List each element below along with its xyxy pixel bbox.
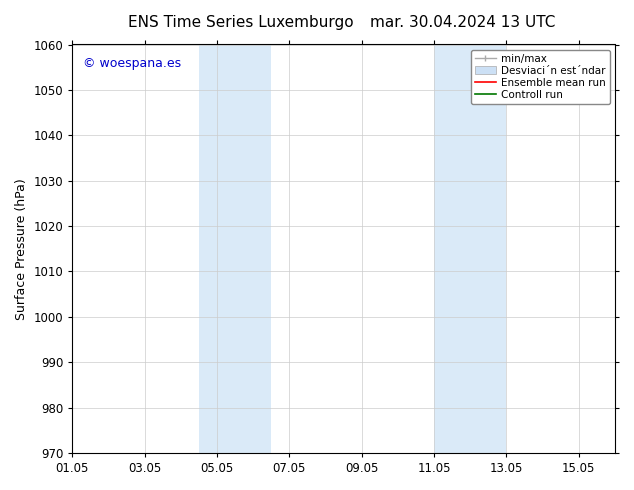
Y-axis label: Surface Pressure (hPa): Surface Pressure (hPa): [15, 178, 28, 319]
Bar: [199, 45, 271, 453]
Legend: min/max, Desviaci´n est´ndar, Ensemble mean run, Controll run: min/max, Desviaci´n est´ndar, Ensemble m…: [470, 49, 610, 104]
Bar: [434, 45, 507, 453]
Text: © woespana.es: © woespana.es: [83, 57, 181, 70]
Text: mar. 30.04.2024 13 UTC: mar. 30.04.2024 13 UTC: [370, 15, 555, 30]
Text: ENS Time Series Luxemburgo: ENS Time Series Luxemburgo: [128, 15, 354, 30]
